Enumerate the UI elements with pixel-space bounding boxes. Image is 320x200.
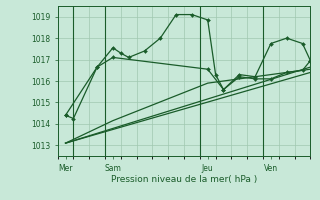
- X-axis label: Pression niveau de la mer( hPa ): Pression niveau de la mer( hPa ): [111, 175, 257, 184]
